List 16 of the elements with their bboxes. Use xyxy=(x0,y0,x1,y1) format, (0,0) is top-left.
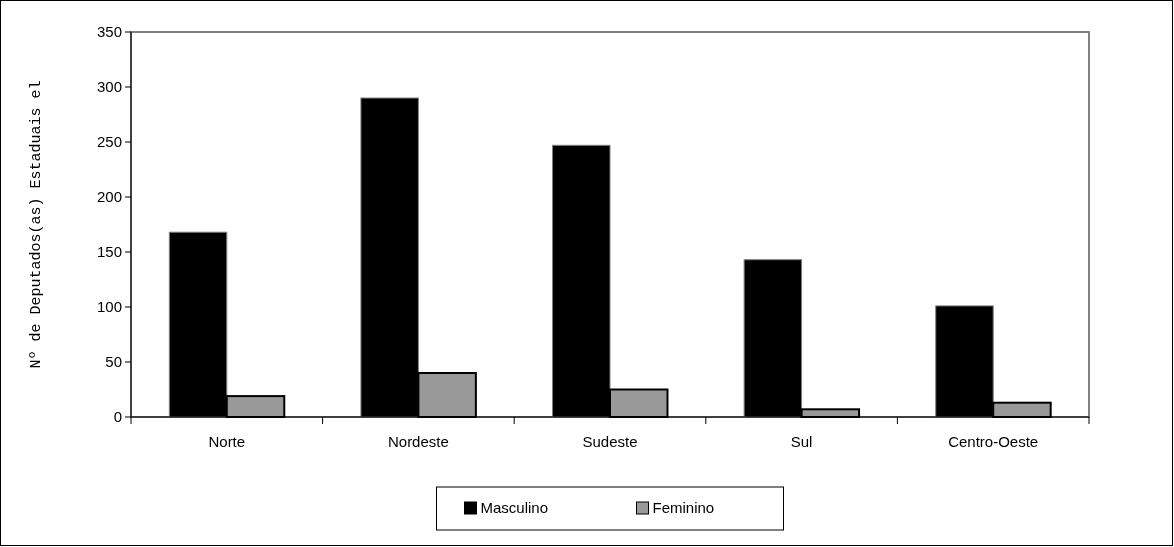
x-tick-label: Nordeste xyxy=(387,433,449,450)
x-tick-label: Centro-Oeste xyxy=(948,433,1039,450)
y-tick-label: 50 xyxy=(105,353,122,371)
y-tick-label: 150 xyxy=(96,243,122,261)
y-tick-label: 300 xyxy=(96,78,122,96)
x-tick-label: Sul xyxy=(790,433,813,450)
x-tick-label: Sudeste xyxy=(582,433,638,450)
y-tick-label: 250 xyxy=(96,133,122,151)
y-axis-title: Nº de Deputados(as) Estaduais el xyxy=(28,80,45,369)
y-tick-label: 200 xyxy=(96,188,122,206)
y-tick-label: 100 xyxy=(96,298,122,316)
legend-label: Masculino xyxy=(480,499,549,517)
legend-label: Feminino xyxy=(652,499,715,517)
x-tick-label: Norte xyxy=(208,433,246,450)
y-tick-label: 350 xyxy=(96,23,122,41)
y-tick-label: 0 xyxy=(113,408,122,426)
